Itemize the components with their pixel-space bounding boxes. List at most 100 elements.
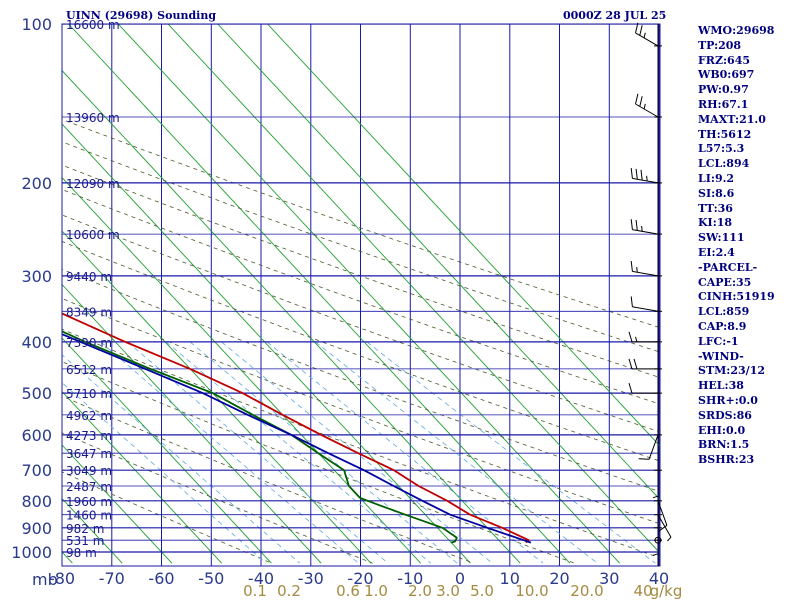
mixing-ratio-label: 1.0	[364, 582, 388, 600]
stat-line: MAXT:21.0	[698, 112, 766, 126]
height-label: 13960 m	[66, 111, 120, 125]
stat-line: LCL:859	[698, 305, 750, 319]
mixing-ratio-label: 5.0	[470, 582, 494, 600]
mixing-ratio-label: 10.0	[515, 582, 548, 600]
wind-barb	[654, 500, 668, 532]
stat-line: TT:36	[698, 201, 733, 215]
isotherm	[117, 24, 621, 564]
wind-barb	[652, 527, 662, 556]
wind-barb	[638, 434, 662, 460]
wind-barb	[630, 260, 662, 277]
mixing-ratio-line	[315, 341, 598, 564]
pressure-tick-label: 400	[21, 333, 52, 352]
stat-line: SHR+:0.0	[698, 393, 758, 407]
stat-line: CAPE:35	[698, 275, 752, 289]
mixing-ratio-line	[266, 341, 544, 564]
isotherm	[62, 283, 322, 564]
height-label: 12090 m	[66, 177, 120, 191]
chart-datetime: 0000Z 28 JUL 25	[563, 9, 667, 22]
height-label: 98 m	[66, 546, 97, 560]
height-label: 1960 m	[66, 495, 112, 509]
stat-line: LFC:-1	[698, 334, 739, 348]
stat-line: CAP:8.9	[698, 319, 747, 333]
pressure-tick-label: 100	[21, 15, 52, 34]
stat-line: EI:2.4	[698, 245, 735, 259]
pressure-unit-label: mb	[32, 570, 58, 589]
height-label: 4962 m	[66, 409, 112, 423]
stat-line: L57:5.3	[698, 142, 745, 156]
pressure-tick-label: 200	[21, 174, 52, 193]
mixing-ratio-line	[189, 341, 458, 564]
height-label: 5710 m	[66, 387, 112, 401]
dry-adiabat	[62, 141, 660, 353]
pressure-tick-label: 700	[21, 461, 52, 480]
pressure-tick-label: 1000	[11, 543, 52, 562]
mixing-ratio-label: 0.6	[336, 582, 360, 600]
mixing-ratio-label: 2.0	[408, 582, 432, 600]
chart-title: UINN (29698) Sounding	[66, 9, 217, 22]
isotherm	[62, 230, 372, 564]
wind-barb	[628, 382, 662, 394]
stat-line: BRN:1.5	[698, 438, 750, 452]
height-label: 2487 m	[66, 480, 112, 494]
mixing-ratio-label: 3.0	[436, 582, 460, 600]
height-label: 10600 m	[66, 228, 120, 242]
height-label: 16600 m	[66, 18, 120, 32]
dewpoint-line	[62, 330, 458, 544]
plot-frame	[61, 23, 661, 567]
temperature-line	[62, 312, 530, 544]
height-label: 8349 m	[66, 305, 112, 319]
stat-line: SW:111	[698, 231, 745, 245]
mixing-ratio-label: 40	[633, 582, 652, 600]
isotherm	[0, 24, 23, 563]
temperature-tick-label: -50	[198, 569, 224, 588]
data-series	[62, 312, 532, 544]
mixing-ratio-line	[62, 382, 267, 564]
dry-adiabat	[62, 328, 660, 559]
temperature-tick-label: -80	[49, 569, 75, 588]
wind-barb	[635, 93, 662, 118]
mixing-ratio-label: 20.0	[570, 582, 603, 600]
mixing-ratio-label: 0.1	[243, 582, 267, 600]
pressure-tick-label: 900	[21, 519, 52, 538]
wind-barb	[635, 22, 662, 47]
mixing-ratio-line	[62, 354, 301, 564]
height-label: 3647 m	[66, 447, 112, 461]
height-label: 9440 m	[66, 270, 112, 284]
mixing-ratio-line	[221, 341, 493, 564]
height-label: 1460 m	[66, 509, 112, 523]
stat-line: SI:8.6	[698, 186, 735, 200]
mixing-ratio-label: 0.2	[277, 582, 301, 600]
pressure-tick-label: 300	[21, 267, 52, 286]
isotherm	[62, 390, 223, 564]
temperature-tick-label: 20	[549, 569, 569, 588]
isotherm	[62, 69, 521, 564]
wind-barb	[630, 168, 662, 184]
mixing-ratio-line	[127, 341, 389, 564]
stat-line: WMO:29698	[698, 24, 775, 37]
wind-barb	[652, 469, 662, 499]
grid-lines	[0, 24, 660, 566]
dry-adiabat	[62, 361, 575, 564]
temperature-tick-label: 0	[455, 569, 465, 588]
stat-line: PW:0.97	[698, 83, 749, 97]
temperature-tick-label: -10	[397, 569, 423, 588]
temperature-tick-label: -30	[298, 569, 324, 588]
stat-line: FRZ:645	[698, 53, 751, 67]
stat-line: RH:67.1	[698, 97, 749, 111]
pressure-tick-label: 800	[21, 492, 52, 511]
stat-line: EHI:0.0	[698, 423, 746, 437]
stat-line: -WIND-	[698, 349, 744, 363]
stat-line: LI:9.2	[698, 171, 735, 185]
temperature-tick-label: 40	[649, 569, 669, 588]
mixing-ratio-line	[100, 341, 359, 564]
stat-line: KI:18	[698, 216, 733, 230]
wind-barbs	[628, 22, 672, 566]
isotherm	[62, 123, 471, 564]
isotherm	[62, 444, 173, 564]
stat-line: WB0:697	[698, 68, 755, 82]
height-label: 982 m	[66, 522, 104, 536]
dry-adiabat	[62, 432, 373, 564]
mixing-ratio-unit: g/kg	[650, 582, 683, 600]
